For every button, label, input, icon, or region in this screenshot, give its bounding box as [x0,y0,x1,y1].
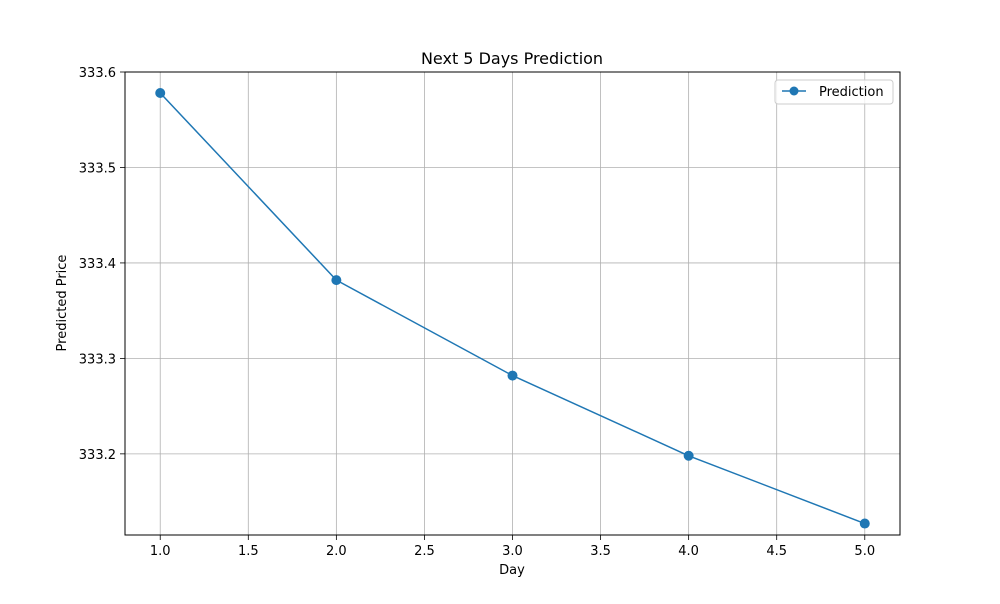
y-axis-ticks: 333.2 333.3 333.4 333.5 333.6 [79,66,125,463]
chart-title: Next 5 Days Prediction [421,49,603,68]
x-axis-ticks: 1.0 1.5 2.0 2.5 3.0 3.5 4.0 4.5 5.0 [150,535,875,559]
series-markers [155,88,870,529]
x-tick-label: 4.0 [678,544,699,559]
x-tick-label: 1.5 [238,544,259,559]
legend-box [774,79,894,105]
data-point [859,518,870,529]
legend-marker-swatch [789,86,799,96]
y-tick-label: 333.3 [79,352,116,367]
x-tick-label: 3.5 [590,544,611,559]
data-point [507,370,518,381]
data-point [331,275,342,286]
y-tick-label: 333.5 [79,161,116,176]
legend-label-prediction: Prediction [819,85,884,100]
y-tick-label: 333.6 [79,66,116,81]
legend: Prediction [774,79,894,105]
y-axis-label: Predicted Price [55,255,70,352]
x-tick-label: 4.5 [766,544,787,559]
data-point [155,88,166,99]
x-tick-label: 3.0 [502,544,523,559]
x-tick-label: 5.0 [854,544,875,559]
y-tick-label: 333.4 [79,257,116,272]
data-point [683,450,694,461]
x-tick-label: 2.0 [326,544,347,559]
x-tick-label: 1.0 [150,544,171,559]
x-tick-label: 2.5 [414,544,435,559]
x-axis-label: Day [499,563,525,578]
y-tick-label: 333.2 [79,448,116,463]
